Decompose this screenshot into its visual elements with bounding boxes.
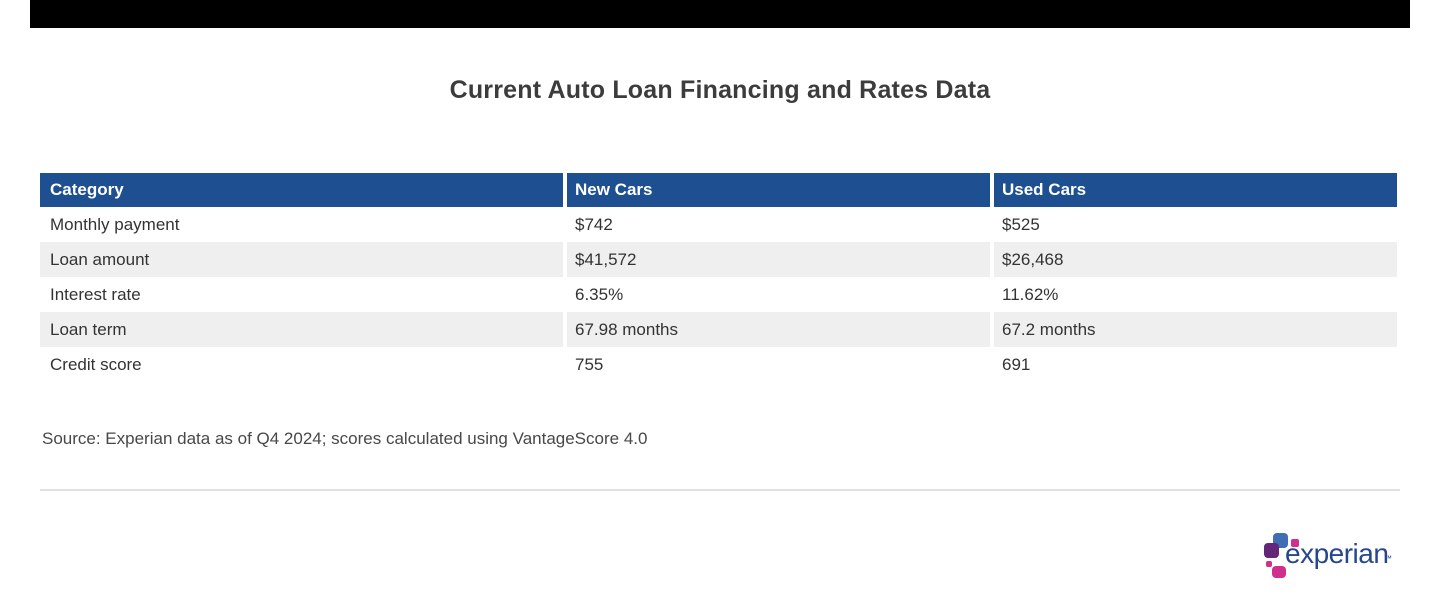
table-row: Loan amount $41,572 $26,468	[40, 242, 1397, 277]
cell-used-cars: 11.62%	[990, 277, 1397, 312]
cell-new-cars: 67.98 months	[563, 312, 992, 347]
top-banner	[30, 0, 1410, 28]
logo-block-pink-icon	[1272, 566, 1286, 578]
logo-block-pink-dot-icon	[1266, 561, 1272, 567]
column-header-new-cars: New Cars	[563, 173, 992, 207]
cell-category: Loan term	[40, 312, 565, 347]
cell-used-cars: 691	[990, 347, 1397, 382]
cell-category: Monthly payment	[40, 207, 565, 242]
cell-category: Loan amount	[40, 242, 565, 277]
logo-block-purple-icon	[1264, 543, 1279, 558]
cell-new-cars: 6.35%	[563, 277, 992, 312]
cell-new-cars: $41,572	[563, 242, 992, 277]
table-row: Loan term 67.98 months 67.2 months	[40, 312, 1397, 347]
cell-used-cars: $26,468	[990, 242, 1397, 277]
experian-logo: experian ™	[1253, 530, 1403, 580]
logo-wordmark: experian	[1285, 538, 1389, 569]
table-row: Monthly payment $742 $525	[40, 207, 1397, 242]
column-header-used-cars: Used Cars	[990, 173, 1397, 207]
cell-used-cars: $525	[990, 207, 1397, 242]
column-header-category: Category	[40, 173, 565, 207]
source-note: Source: Experian data as of Q4 2024; sco…	[42, 429, 648, 448]
cell-new-cars: $742	[563, 207, 992, 242]
logo-block-pink-small-icon	[1291, 539, 1299, 547]
table-row: Interest rate 6.35% 11.62%	[40, 277, 1397, 312]
cell-new-cars: 755	[563, 347, 992, 382]
page-title: Current Auto Loan Financing and Rates Da…	[449, 76, 991, 104]
cell-category: Credit score	[40, 347, 565, 382]
auto-loan-table: Category New Cars Used Cars Monthly paym…	[40, 173, 1397, 382]
table-header: Category New Cars Used Cars	[40, 173, 1397, 207]
logo-trademark: ™	[1384, 554, 1392, 563]
divider-line	[40, 489, 1400, 491]
cell-used-cars: 67.2 months	[990, 312, 1397, 347]
table-header-row: Category New Cars Used Cars	[40, 173, 1397, 207]
table-row: Credit score 755 691	[40, 347, 1397, 382]
cell-category: Interest rate	[40, 277, 565, 312]
